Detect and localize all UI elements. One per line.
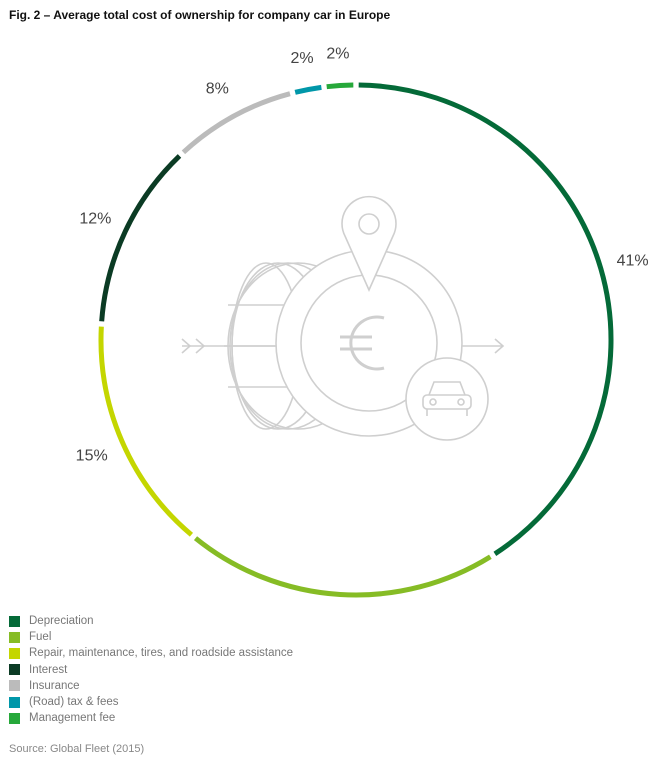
legend-label: Management fee (29, 712, 116, 725)
value-label-insurance: 8% (206, 81, 229, 98)
legend-item-depreciation: Depreciation (9, 613, 293, 629)
legend-swatch (9, 615, 20, 627)
legend-swatch (9, 664, 20, 676)
legend-swatch (9, 712, 20, 724)
legend-label: Interest (29, 663, 68, 676)
legend-swatch (9, 680, 20, 692)
source-note: Source: Global Fleet (2015) (9, 743, 145, 755)
value-label-management-fee: 2% (326, 46, 349, 63)
legend-label: Depreciation (29, 615, 94, 628)
legend-item-insurance: Insurance (9, 678, 293, 694)
legend-item-management-fee: Management fee (9, 710, 293, 726)
legend: Depreciation Fuel Repair, maintenance, t… (9, 613, 293, 726)
ring-segment-road-tax-fees (294, 84, 322, 95)
chart-title: Fig. 2 – Average total cost of ownership… (9, 8, 391, 22)
value-label-interest: 12% (79, 210, 111, 227)
legend-swatch (9, 631, 20, 643)
legend-label: Fuel (29, 631, 52, 644)
value-labels: 41%20%15%12%8%2%2% (76, 46, 649, 465)
legend-label: Insurance (29, 679, 80, 692)
ring-segment-fuel (193, 536, 492, 598)
legend-label: (Road) tax & fees (29, 696, 119, 709)
legend-label: Repair, maintenance, tires, and roadside… (29, 647, 294, 660)
donut-chart: 41%20%15%12%8%2%2% (76, 46, 649, 598)
ring-segment-repair-maintenance-tires-and-roadside-assistance (98, 326, 194, 537)
value-label-depreciation: 41% (617, 253, 649, 270)
ring-segment-depreciation (358, 82, 614, 556)
legend-swatch (9, 647, 20, 659)
donut-arcs (98, 82, 614, 598)
legend-item-repair: Repair, maintenance, tires, and roadside… (9, 645, 293, 661)
legend-swatch (9, 696, 20, 708)
ring-segment-management-fee (326, 82, 354, 90)
legend-item-road-tax: (Road) tax & fees (9, 694, 293, 710)
ring-segment-insurance (181, 91, 291, 155)
legend-item-fuel: Fuel (9, 629, 293, 645)
legend-item-interest: Interest (9, 662, 293, 678)
euro-globe-icon (181, 195, 505, 441)
ring-segment-interest (99, 154, 182, 322)
value-label-repair-maintenance-tires-and-roadside-assistance: 15% (76, 447, 108, 464)
value-label-road-tax-fees: 2% (290, 50, 313, 67)
